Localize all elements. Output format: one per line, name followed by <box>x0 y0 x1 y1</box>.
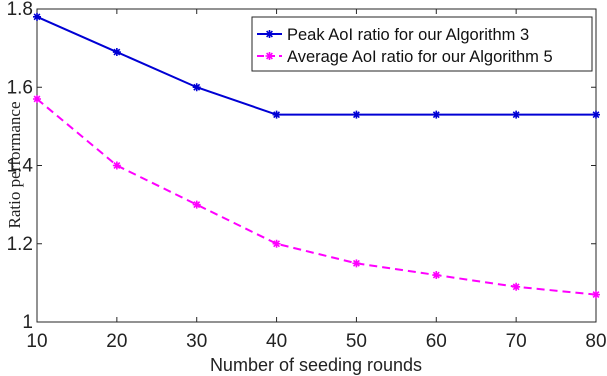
series-1-point <box>112 48 121 57</box>
y-axis-label: Ratio performance <box>5 102 24 229</box>
x-tick-label: 30 <box>186 331 207 352</box>
series-2-point <box>352 259 361 268</box>
series-1-point <box>592 110 600 119</box>
series-layer <box>33 12 600 299</box>
x-tick-label: 10 <box>26 331 47 352</box>
series-1-line <box>36 15 596 116</box>
y-tick-label: 1.2 <box>7 234 33 255</box>
x-tick-label: 50 <box>346 331 367 352</box>
y-tick-label: 1.6 <box>7 77 33 98</box>
series-2-point <box>112 161 121 170</box>
y-tick-label: 1 <box>22 312 33 333</box>
x-tick-label: 60 <box>426 331 447 352</box>
legend-label-1: Peak AoI ratio for our Algorithm 3 <box>287 26 529 44</box>
axis-ticks: 10 20 30 40 50 60 70 80 1 1.2 1.4 1.6 1.8 <box>7 0 607 352</box>
series-1-point <box>432 110 441 119</box>
x-tick-label: 40 <box>266 331 287 352</box>
series-2-point <box>512 282 521 291</box>
series-1-point <box>192 83 201 92</box>
legend-marker-1 <box>265 30 274 38</box>
series-2-point <box>592 290 600 299</box>
series-2-point <box>33 94 41 103</box>
x-tick-label: 20 <box>106 331 127 352</box>
legend-marker-2 <box>265 52 274 60</box>
legend: Peak AoI ratio for our Algorithm 3 Averag… <box>251 16 593 72</box>
series-1-point <box>512 110 521 119</box>
series-2 <box>33 94 600 299</box>
series-1-point <box>352 110 361 119</box>
series-2-point <box>272 239 281 248</box>
series-1-point <box>33 12 41 21</box>
series-2-point <box>192 200 201 209</box>
series-2-line <box>36 98 597 296</box>
x-tick-label: 70 <box>506 331 527 352</box>
series-2-point <box>432 271 441 280</box>
legend-label-2: Average AoI ratio for our Algorithm 5 <box>287 48 553 66</box>
y-tick-label: 1.8 <box>7 0 33 20</box>
x-tick-label: 80 <box>585 331 606 352</box>
series-1 <box>33 12 600 119</box>
series-1-point <box>272 110 281 119</box>
y-tick-label: 1.4 <box>7 156 34 177</box>
x-axis-label: Number of seeding rounds <box>210 355 422 375</box>
legend-box <box>251 16 593 72</box>
